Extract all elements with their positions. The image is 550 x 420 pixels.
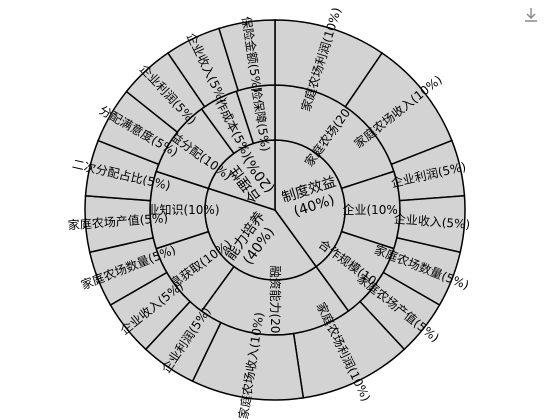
ring-2-label-4: 融资能力(20%) bbox=[268, 265, 282, 349]
ring-2-label-6: 专业知识(10%) bbox=[135, 202, 219, 217]
ring-3-segment-17 bbox=[218, 19, 276, 92]
ring-2-label-2: 企业(10%) bbox=[342, 202, 402, 217]
ring-3-label-4: 企业收入(5%) bbox=[393, 211, 470, 232]
download-icon[interactable] bbox=[522, 6, 540, 24]
